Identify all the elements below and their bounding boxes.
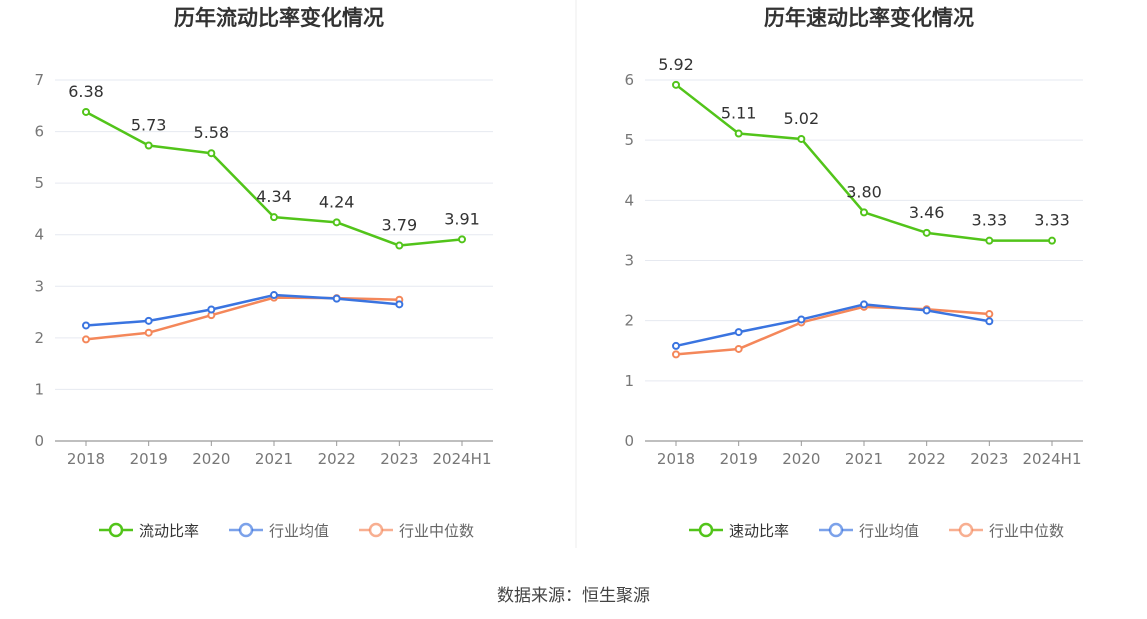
y-tick-label: 2 xyxy=(624,312,634,330)
legend-swatch-marker xyxy=(698,522,714,538)
x-tick-label: 2018 xyxy=(67,450,105,468)
y-tick-label: 0 xyxy=(624,432,634,450)
data-point xyxy=(672,341,680,350)
y-tick-label: 4 xyxy=(624,191,634,209)
data-point xyxy=(395,300,404,309)
data-point xyxy=(672,350,680,359)
data-point xyxy=(1048,236,1056,245)
data-point xyxy=(207,305,216,314)
data-point xyxy=(82,107,90,116)
y-tick-label: 3 xyxy=(624,252,634,270)
legend-swatch-marker xyxy=(958,522,974,538)
x-tick-label: 2022 xyxy=(318,450,356,468)
y-tick-label: 1 xyxy=(624,372,634,390)
data-point xyxy=(985,236,994,245)
data-label: 5.11 xyxy=(721,104,757,123)
series-line xyxy=(85,296,400,341)
data-point xyxy=(144,141,153,150)
data-point xyxy=(922,306,931,315)
y-tick-label: 5 xyxy=(34,174,44,192)
legend-label: 行业中位数 xyxy=(399,522,474,540)
y-tick-label: 5 xyxy=(624,131,634,149)
x-tick-label: 2019 xyxy=(130,450,168,468)
y-tick-label: 2 xyxy=(34,329,44,347)
data-point xyxy=(734,328,743,337)
data-label: 3.79 xyxy=(382,216,418,235)
x-tick-label: 2022 xyxy=(908,450,946,468)
x-tick-label: 2021 xyxy=(255,450,293,468)
data-source-note: 数据来源：恒生聚源 xyxy=(497,586,650,606)
legend-label: 行业中位数 xyxy=(989,522,1064,540)
x-tick-label: 2020 xyxy=(782,450,820,468)
x-tick-label: 2018 xyxy=(657,450,695,468)
legend-label: 行业均值 xyxy=(269,522,329,540)
x-tick-label: 2019 xyxy=(720,450,758,468)
chart-title: 历年流动比率变化情况 xyxy=(174,6,384,30)
data-point xyxy=(82,321,90,330)
data-label: 4.34 xyxy=(256,187,292,206)
data-point xyxy=(860,208,868,217)
data-point xyxy=(734,344,743,353)
data-point xyxy=(270,291,278,300)
legend-label: 速动比率 xyxy=(729,522,789,540)
data-point xyxy=(797,315,806,324)
data-point xyxy=(672,80,680,89)
data-point xyxy=(458,235,466,244)
data-point xyxy=(734,129,743,138)
x-tick-label: 2024H1 xyxy=(433,450,492,468)
data-point xyxy=(860,300,868,309)
data-point xyxy=(985,310,994,319)
x-tick-label: 2023 xyxy=(380,450,418,468)
data-label: 3.80 xyxy=(846,182,882,201)
data-label: 3.91 xyxy=(444,209,480,228)
data-point xyxy=(270,213,278,222)
legend-label: 流动比率 xyxy=(139,522,199,540)
series-line xyxy=(675,303,990,348)
series-line xyxy=(85,293,400,327)
y-tick-label: 4 xyxy=(34,226,44,244)
data-label: 6.38 xyxy=(68,82,104,101)
data-point xyxy=(332,218,341,227)
quick-ratio-chart: 历年速动比率变化情况 0 1 2 3 4 5 6 2018 2019 2020 2021 2022 202… xyxy=(624,6,1083,540)
data-label: 5.73 xyxy=(131,115,167,134)
y-tick-label: 6 xyxy=(624,71,634,89)
data-point xyxy=(332,294,341,303)
y-tick-label: 0 xyxy=(34,432,44,450)
legend-swatch-marker xyxy=(368,522,384,538)
data-label: 5.02 xyxy=(784,109,820,128)
x-tick-label: 2024H1 xyxy=(1023,450,1082,468)
x-tick-label: 2020 xyxy=(192,450,230,468)
data-label: 3.33 xyxy=(1034,211,1070,230)
y-tick-label: 7 xyxy=(34,71,44,89)
data-label: 3.33 xyxy=(972,211,1008,230)
x-tick-label: 2021 xyxy=(845,450,883,468)
data-point xyxy=(395,241,404,250)
series-line xyxy=(675,305,990,356)
data-point xyxy=(144,316,153,325)
data-point xyxy=(144,328,153,337)
data-label: 5.58 xyxy=(194,123,230,142)
data-point xyxy=(922,228,931,237)
data-point xyxy=(207,149,216,158)
data-point xyxy=(797,134,806,143)
data-point xyxy=(82,335,90,344)
legend-label: 行业均值 xyxy=(859,522,919,540)
y-tick-label: 6 xyxy=(34,123,44,141)
current-ratio-chart: 历年流动比率变化情况 0 1 2 3 4 5 6 7 2018 2019 2020 2021 2022 20… xyxy=(34,6,493,540)
data-label: 4.24 xyxy=(319,192,355,211)
chart-title: 历年速动比率变化情况 xyxy=(764,6,974,30)
data-point xyxy=(985,317,994,326)
data-label: 3.46 xyxy=(909,203,945,222)
x-tick-label: 2023 xyxy=(970,450,1008,468)
legend-swatch-marker xyxy=(828,522,844,538)
legend-swatch-marker xyxy=(238,522,254,538)
y-tick-label: 3 xyxy=(34,277,44,295)
data-label: 5.92 xyxy=(658,55,694,74)
legend-swatch-marker xyxy=(108,522,124,538)
y-tick-label: 1 xyxy=(34,380,44,398)
